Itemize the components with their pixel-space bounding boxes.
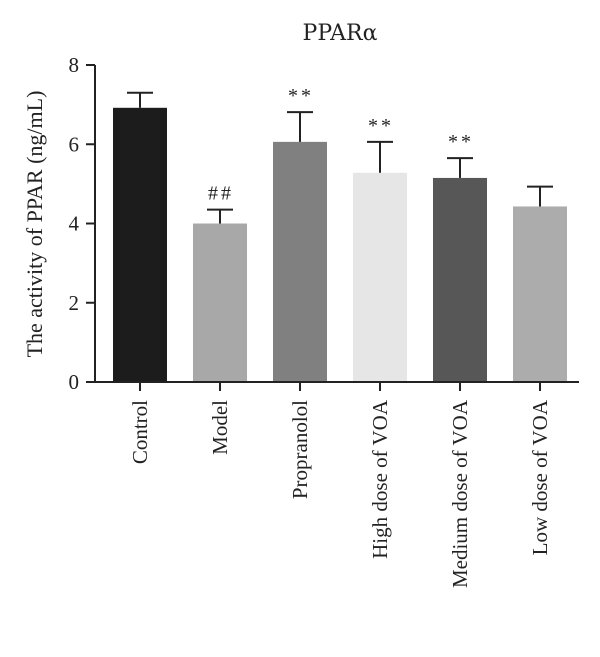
significance-marker: ** [368,115,394,137]
y-tick-label: 4 [69,212,80,236]
x-tick-label: High dose of VOA [368,399,392,559]
y-tick-label: 2 [69,291,80,315]
x-tick-label: Low dose of VOA [528,399,552,555]
y-axis: 0 2 4 6 8 [69,53,96,394]
significance-marker: ** [448,131,474,153]
x-tick-label: Propranolol [288,400,312,499]
y-axis-label: The activity of PPAR (ng/mL) [22,91,47,358]
y-tick-label: 0 [69,370,80,394]
x-tick-label: Medium dose of VOA [448,399,472,588]
x-axis: Control Model Propranolol High dose of VOA M… [95,381,579,588]
bar [433,177,487,382]
x-tick-label: Model [208,400,232,455]
significance-marker: ## [208,183,234,205]
y-tick-label: 8 [69,53,80,77]
x-tick-label: Control [128,400,152,464]
bars: ## ** ** ** [113,85,567,383]
bar [273,141,327,382]
bar [193,223,247,382]
significance-marker: ** [288,85,314,107]
bar [513,206,567,382]
chart-title: PPARα [303,21,378,46]
y-tick-label: 6 [69,132,80,156]
bar [353,172,407,382]
bar [113,107,167,383]
